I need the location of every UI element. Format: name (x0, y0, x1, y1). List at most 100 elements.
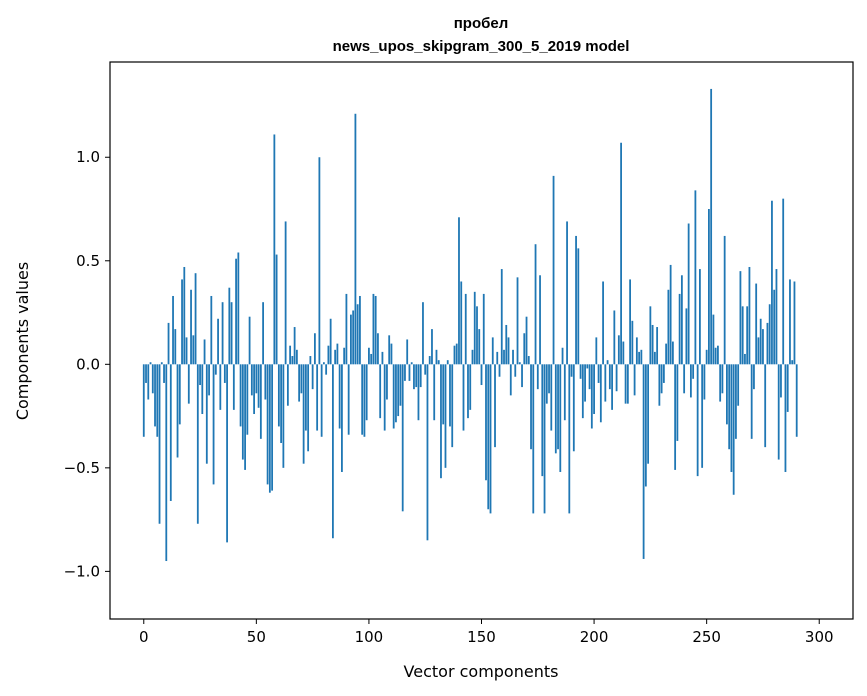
bar-component-184 (557, 364, 559, 450)
bar-component-34 (219, 364, 222, 410)
bar-component-151 (482, 293, 485, 365)
bar-component-142 (462, 364, 465, 431)
bar-component-44 (241, 364, 244, 460)
bar-component-152 (485, 364, 487, 481)
bar-component-228 (656, 327, 659, 365)
bar-component-143 (464, 293, 467, 365)
bar-component-166 (516, 277, 519, 365)
bar-component-186 (561, 347, 564, 365)
bar-component-109 (388, 335, 391, 365)
bar-component-105 (379, 364, 382, 419)
bar-component-146 (471, 349, 474, 365)
bar-component-214 (624, 364, 627, 404)
bar-component-247 (699, 269, 701, 365)
bar-component-103 (374, 295, 377, 365)
bar-component-104 (377, 333, 379, 365)
bar-component-119 (410, 362, 413, 365)
bar-component-120 (413, 364, 415, 390)
bar-component-194 (579, 364, 582, 379)
bar-component-24 (196, 364, 199, 524)
bar-component-234 (669, 264, 672, 365)
bar-component-114 (399, 364, 402, 406)
bar-component-18 (183, 266, 186, 365)
bar-component-32 (214, 364, 217, 375)
bar-component-237 (676, 364, 679, 441)
bar-component-236 (674, 364, 677, 470)
bar-component-7 (158, 364, 161, 524)
bar-component-241 (685, 308, 688, 365)
bar-component-157 (496, 351, 499, 365)
bar-component-177 (541, 364, 544, 477)
bar-component-111 (392, 364, 395, 429)
bar-component-273 (757, 337, 760, 365)
bar-component-191 (572, 364, 575, 452)
bar-component-229 (658, 364, 661, 406)
bar-component-203 (599, 364, 602, 423)
x-tick-label: 100 (355, 628, 384, 646)
bar-component-271 (753, 364, 755, 390)
plot-area-frame (109, 61, 854, 620)
bar-component-267 (744, 353, 746, 365)
bar-component-59 (275, 254, 278, 365)
bar-component-47 (248, 316, 251, 365)
bar-component-209 (613, 310, 616, 365)
y-axis-ticks: −1.0 −0.5 0.0 0.5 1.0 (64, 148, 110, 580)
bar-component-179 (545, 364, 548, 404)
bar-component-230 (660, 364, 663, 394)
bar-component-148 (476, 306, 478, 365)
bar-component-257 (721, 364, 724, 394)
bar-component-274 (759, 318, 762, 365)
y-tick-label: −1.0 (64, 562, 100, 580)
bar-component-29 (208, 364, 210, 396)
bar-component-126 (426, 364, 429, 541)
bar-component-284 (782, 198, 785, 365)
bar-component-220 (638, 351, 641, 365)
bar-component-144 (467, 364, 469, 419)
bar-component-169 (523, 333, 526, 365)
bar-component-206 (606, 360, 609, 365)
bar-component-14 (174, 329, 177, 365)
bar-component-216 (629, 279, 631, 365)
bar-component-124 (422, 302, 424, 365)
bar-component-226 (651, 324, 654, 365)
bar-component-50 (255, 364, 258, 394)
bar-component-82 (327, 345, 330, 365)
bar-component-221 (640, 349, 643, 365)
bar-component-156 (494, 364, 496, 448)
bar-component-43 (239, 364, 242, 427)
bar-component-238 (678, 293, 681, 365)
bar-component-201 (595, 337, 598, 365)
bar-component-290 (795, 364, 798, 437)
bar-component-187 (563, 364, 566, 421)
bar-component-75 (311, 364, 314, 390)
bar-component-251 (708, 209, 710, 365)
bar-component-250 (705, 349, 708, 365)
bar-component-272 (755, 283, 758, 365)
bar-component-150 (480, 364, 483, 386)
bar-component-277 (766, 322, 769, 365)
bar-component-48 (250, 364, 253, 396)
bar-component-0 (142, 364, 145, 437)
bar-component-67 (293, 327, 296, 365)
bar-component-85 (334, 349, 337, 365)
bar-component-116 (404, 364, 406, 381)
bar-component-128 (431, 329, 433, 365)
bar-component-264 (737, 364, 740, 406)
bar-component-55 (266, 364, 269, 485)
x-axis-label: Vector components (404, 662, 559, 681)
bar-component-270 (750, 364, 753, 439)
bar-component-160 (503, 349, 505, 365)
bar-component-208 (611, 364, 613, 410)
bar-component-249 (703, 364, 706, 400)
bar-component-213 (622, 341, 625, 365)
bar-component-40 (232, 364, 235, 410)
bar-component-68 (295, 349, 298, 365)
bar-component-62 (282, 364, 285, 468)
bar-component-115 (401, 364, 404, 512)
bar-component-192 (575, 235, 577, 365)
bar-component-200 (593, 364, 595, 415)
bar-component-27 (203, 339, 206, 365)
bar-component-101 (370, 353, 373, 365)
bar-component-281 (775, 269, 778, 365)
bar-component-252 (710, 88, 713, 365)
